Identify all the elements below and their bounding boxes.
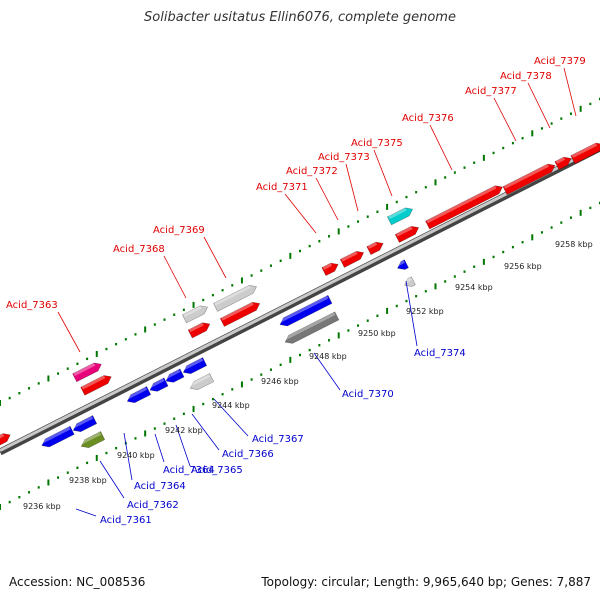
gene-feature-Acid_7376 — [425, 185, 503, 230]
leader-line — [175, 424, 191, 467]
gene-feature-Acid_7367 — [189, 373, 215, 391]
gene-feature-Acid_7372 — [339, 250, 365, 268]
leader-line — [493, 97, 517, 142]
scale-label: 9254 kbp — [455, 283, 493, 292]
scale-label: 9242 kbp — [165, 426, 203, 435]
gene-label-Acid_7364: Acid_7364 — [163, 465, 215, 476]
scale-label: 9238 kbp — [69, 476, 107, 485]
gene-feature-unlabeled — [394, 225, 420, 243]
gene-feature-Acid_7374 — [396, 259, 409, 270]
gene-label-Acid_7376: Acid_7376 — [402, 113, 454, 124]
gene-feature-Acid_7370 — [283, 311, 340, 344]
gene-label-Acid_7379: Acid_7379 — [534, 56, 586, 67]
gene-feature-Acid_7373 — [366, 241, 384, 256]
scale-label: 9244 kbp — [212, 401, 250, 410]
gene-label-Acid_7368: Acid_7368 — [113, 244, 165, 255]
leader-line — [345, 163, 359, 212]
leader-line — [315, 177, 339, 221]
gene-label-Acid_7367: Acid_7367 — [252, 434, 304, 445]
gene-feature-Acid_7378 — [554, 156, 572, 171]
leader-line — [405, 280, 418, 347]
leader-line — [123, 432, 133, 481]
gene-feature-Acid_7379 — [570, 142, 600, 165]
gene-label-Acid_7363: Acid_7363 — [6, 300, 58, 311]
gene-feature-unlabeled — [72, 415, 98, 433]
leader-line — [191, 413, 220, 451]
leader-line — [284, 193, 317, 234]
gene-feature-Acid_7369 — [213, 284, 257, 312]
scale-label: 9246 kbp — [261, 377, 299, 386]
scale-label: 9258 kbp — [555, 240, 593, 249]
scale-label: 9256 kbp — [504, 262, 542, 271]
gene-feature-Acid_7364 — [126, 386, 152, 404]
gene-feature-unlabeled — [219, 301, 261, 327]
scale-label: 9250 kbp — [358, 329, 396, 338]
gene-feature-unlabeled — [403, 276, 416, 287]
gene-feature-Acid_7365 — [148, 377, 169, 392]
gene-feature-Acid_7368 — [181, 305, 209, 324]
leader-line — [429, 124, 453, 171]
leader-line — [163, 255, 187, 299]
gene-label-Acid_7361: Acid_7361 — [100, 515, 152, 526]
genome-backbone-highlight — [0, 145, 600, 452]
scale-label: 9240 kbp — [117, 451, 155, 460]
gene-label-Acid_7373: Acid_7373 — [318, 152, 370, 163]
gene-feature-Acid_7362 — [80, 431, 106, 449]
gene-feature-Acid_7361 — [40, 425, 75, 448]
gene-label-Acid_7364: Acid_7364 — [134, 481, 186, 492]
gene-feature-Acid_7366 — [164, 368, 185, 383]
scale-label: 9252 kbp — [406, 307, 444, 316]
gene-feature-Acid_7375 — [386, 207, 414, 226]
gene-label-Acid_7365: Acid_7365 — [191, 465, 243, 476]
gene-feature-Acid_7363 — [72, 362, 102, 383]
scale-labels: 9236 kbp 9238 kbp 9240 kbp 9242 kbp 9244 kbp… — [23, 240, 593, 511]
leader-line — [75, 508, 97, 517]
gene-label-Acid_7375: Acid_7375 — [351, 138, 403, 149]
gene-feature-unlabeled — [0, 433, 11, 446]
leader-line — [313, 352, 341, 391]
gene-label-Acid_7372: Acid_7372 — [286, 166, 338, 177]
leader-line — [373, 149, 393, 197]
gene-feature-unlabeled — [187, 322, 211, 339]
tick-marks — [0, 97, 600, 510]
label-leader-lines — [57, 67, 577, 517]
gene-label-Acid_7370: Acid_7370 — [342, 389, 394, 400]
leader-line — [57, 311, 81, 353]
accession-text: Accession: NC_008536 — [9, 575, 146, 589]
map-title: Solibacter usitatus Ellin6076, complete … — [144, 10, 456, 25]
gene-label-Acid_7374: Acid_7374 — [414, 348, 466, 359]
leader-line — [213, 398, 249, 437]
leader-line — [203, 236, 227, 279]
gene-feature-Acid_7377 — [502, 163, 556, 196]
gene-label-Acid_7366: Acid_7366 — [222, 449, 274, 460]
gene-feature-Acid_7371 — [321, 262, 339, 277]
scale-label: 9248 kbp — [309, 352, 347, 361]
gene-label-Acid_7362: Acid_7362 — [127, 500, 179, 511]
gene-label-Acid_7369: Acid_7369 — [153, 225, 205, 236]
gene-label-Acid_7371: Acid_7371 — [256, 182, 308, 193]
gene-feature-unlabeled — [182, 357, 208, 375]
leader-line — [154, 433, 165, 463]
leader-line — [563, 67, 577, 117]
gene-feature-unlabeled — [80, 375, 112, 396]
leader-line — [527, 82, 551, 129]
genome-summary: Topology: circular; Length: 9,965,640 bp… — [261, 575, 591, 589]
gene-labels: Acid_7363 Acid_7368 Acid_7369 Acid_7371 Acid… — [6, 56, 586, 526]
leader-line — [99, 460, 125, 499]
gene-features — [0, 142, 600, 449]
gene-label-Acid_7377: Acid_7377 — [465, 86, 517, 97]
gene-label-Acid_7378: Acid_7378 — [500, 71, 552, 82]
gene-feature-unlabeled — [278, 294, 333, 327]
scale-label: 9236 kbp — [23, 502, 61, 511]
